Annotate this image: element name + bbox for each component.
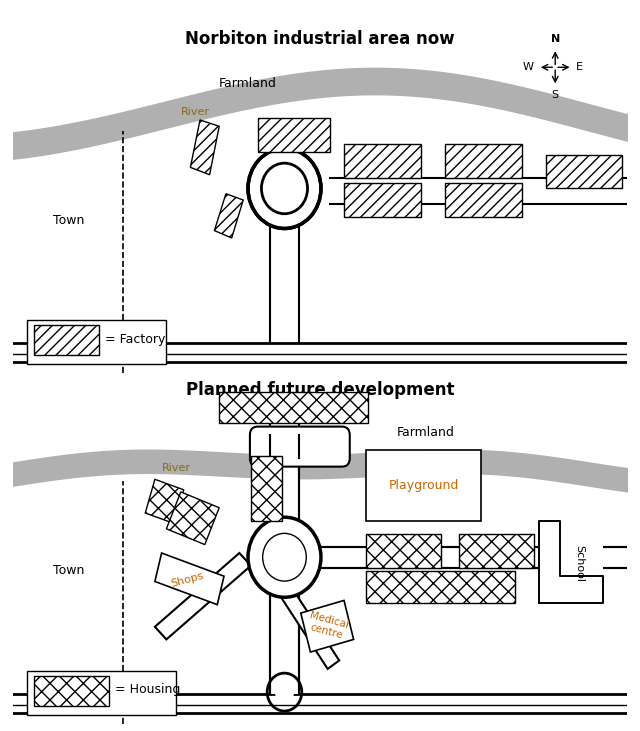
Circle shape	[275, 681, 294, 702]
Bar	[251, 456, 282, 521]
Polygon shape	[301, 600, 354, 652]
FancyBboxPatch shape	[250, 427, 350, 466]
Bar	[460, 534, 534, 568]
Bar	[344, 144, 421, 178]
Bar	[321, 547, 627, 568]
Bar	[545, 155, 623, 189]
Polygon shape	[191, 120, 220, 175]
Circle shape	[264, 534, 306, 580]
Circle shape	[262, 163, 308, 213]
Bar	[344, 183, 421, 217]
Text: Farmland: Farmland	[397, 426, 454, 439]
Bar	[445, 144, 522, 178]
Bar	[258, 118, 330, 151]
Text: = Housing: = Housing	[115, 683, 180, 697]
Text: River: River	[161, 463, 191, 473]
Text: E: E	[577, 62, 583, 72]
Text: Norbiton industrial area now: Norbiton industrial area now	[185, 31, 455, 48]
Text: School: School	[574, 545, 584, 582]
Text: Planned future development: Planned future development	[186, 382, 454, 399]
Bar	[28, 320, 166, 364]
Bar	[366, 571, 515, 602]
Bar	[445, 183, 522, 217]
Text: River: River	[180, 107, 210, 116]
Text: S: S	[552, 91, 559, 100]
Polygon shape	[155, 553, 251, 640]
Polygon shape	[155, 553, 224, 605]
Polygon shape	[166, 492, 220, 545]
Text: Playground: Playground	[388, 479, 459, 492]
Polygon shape	[280, 587, 339, 669]
Text: N: N	[550, 34, 560, 44]
Text: Town: Town	[52, 213, 84, 227]
Bar	[34, 676, 109, 706]
Bar	[366, 450, 481, 521]
Bar	[270, 423, 299, 694]
Text: Town: Town	[52, 564, 84, 577]
Text: Farmland: Farmland	[219, 77, 277, 91]
Text: Medical
centre: Medical centre	[305, 610, 350, 641]
Text: Shops: Shops	[170, 570, 205, 588]
Circle shape	[248, 148, 321, 229]
Text: = Factory: = Factory	[105, 333, 165, 346]
Circle shape	[248, 518, 321, 597]
Polygon shape	[145, 480, 184, 523]
Bar	[28, 671, 176, 715]
Bar	[220, 392, 368, 423]
Bar	[34, 325, 99, 355]
Polygon shape	[214, 194, 243, 238]
Polygon shape	[539, 521, 604, 602]
Bar	[366, 534, 441, 568]
Text: W: W	[523, 62, 534, 72]
